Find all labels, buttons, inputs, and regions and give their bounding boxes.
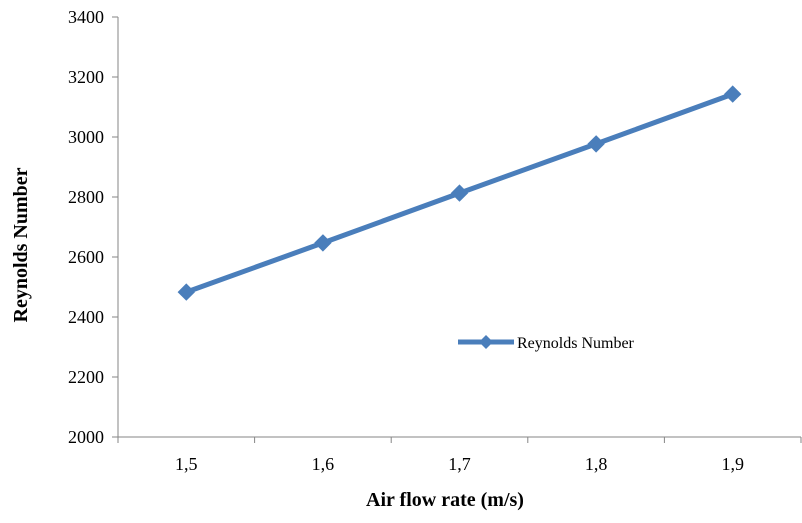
x-axis-title: Air flow rate (m/s) xyxy=(366,489,524,511)
x-tick-label: 1,7 xyxy=(448,454,471,474)
data-point-marker xyxy=(177,283,196,301)
data-point-marker xyxy=(450,184,469,202)
series-group xyxy=(177,85,742,301)
x-tick-label: 1,8 xyxy=(585,454,608,474)
y-axis-ticks: 2000 2200 2400 2600 2800 3000 3200 3400 xyxy=(68,7,118,447)
y-tick-label: 3200 xyxy=(68,67,104,87)
data-point-marker xyxy=(723,85,742,103)
legend-label: Reynolds Number xyxy=(517,335,635,352)
y-tick-label: 2400 xyxy=(68,307,104,327)
legend: Reynolds Number xyxy=(458,335,635,352)
x-tick-label: 1,5 xyxy=(175,454,198,474)
legend-marker xyxy=(479,335,493,349)
y-tick-label: 2000 xyxy=(68,427,104,447)
x-tick-label: 1,9 xyxy=(721,454,744,474)
data-point-marker xyxy=(314,234,332,252)
y-tick-label: 2200 xyxy=(68,367,104,387)
x-tick-label: 1,6 xyxy=(312,454,335,474)
y-tick-label: 2600 xyxy=(68,247,104,267)
axes xyxy=(117,17,801,438)
y-tick-label: 3400 xyxy=(68,7,104,27)
y-tick-label: 3000 xyxy=(68,127,104,147)
data-point-marker xyxy=(587,135,605,153)
y-tick-label: 2800 xyxy=(68,187,104,207)
x-axis-ticks: 1,5 1,6 1,7 1,8 1,9 xyxy=(117,437,802,474)
y-axis-title: Reynolds Number xyxy=(10,167,32,322)
